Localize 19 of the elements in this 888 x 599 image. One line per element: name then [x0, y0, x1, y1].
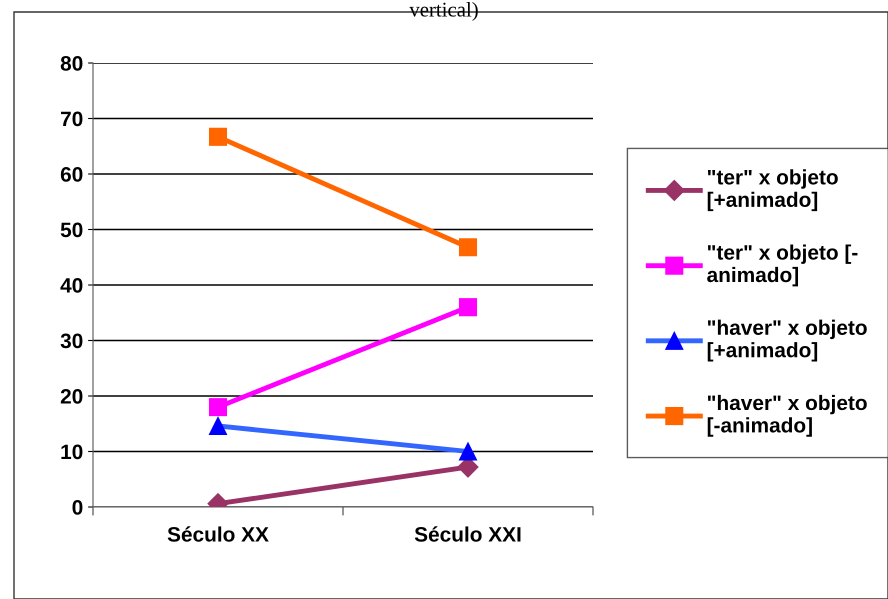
y-tick-label: 30: [60, 334, 82, 348]
x-tick-label: Século XX: [168, 526, 269, 542]
y-tick-label: 0: [72, 500, 82, 515]
y-tick-label: 60: [60, 167, 82, 182]
y-tick-label: 40: [60, 278, 82, 293]
y-tick-label: 70: [61, 112, 82, 126]
y-tick-label: 50: [60, 222, 82, 238]
y-tick-label: 10: [61, 444, 82, 460]
legend-label: "haver" x objeto [+animado]: [708, 320, 867, 362]
point: [458, 298, 478, 316]
legend-label: "haver" x objeto [-animado]: [708, 394, 867, 437]
point: [208, 398, 228, 416]
point: [208, 128, 228, 146]
y-tick-label: 20: [60, 389, 82, 404]
legend-label: "ter" x objeto [- animado]: [707, 244, 858, 286]
x-tick-label: Século XXI: [414, 526, 520, 542]
legend-label: "ter" x objeto [+animado]: [708, 169, 838, 212]
point: [458, 238, 478, 256]
y-tick-label: 80: [60, 56, 82, 71]
